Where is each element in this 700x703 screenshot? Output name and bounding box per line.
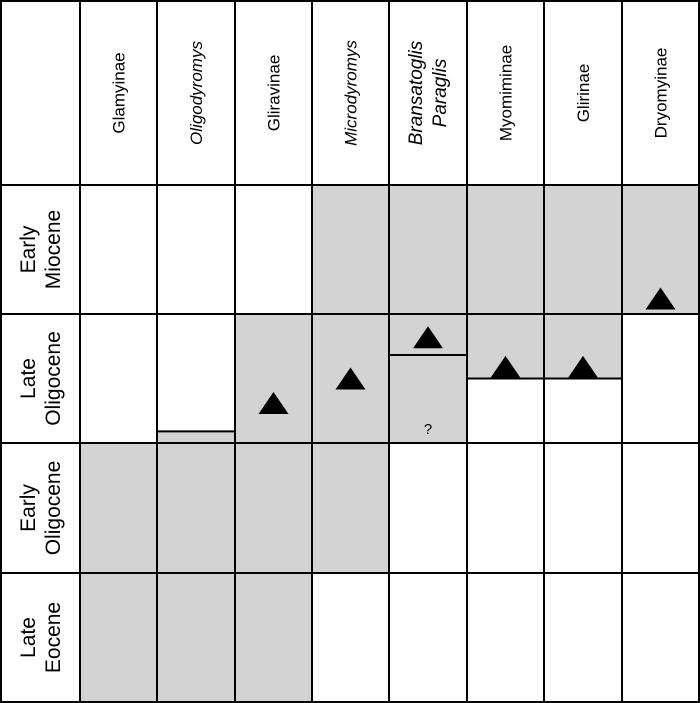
column-label-3: Gliravinae — [265, 55, 284, 132]
row-label-2: LateOligocene — [17, 331, 65, 426]
triangle-marker-1 — [258, 392, 289, 415]
uncertain-mark: ? — [424, 421, 432, 438]
row-label-3: EarlyOligocene — [17, 461, 65, 556]
triangle-marker-2 — [335, 367, 366, 390]
column-label-5: Bransatoglis Paraglis — [406, 40, 451, 145]
range-bar-6 — [467, 185, 544, 379]
range-bar-3 — [235, 314, 312, 702]
label-layer: Glamyinae Oligodyromys Gliravinae Microdyro… — [17, 40, 671, 674]
triangle-marker-3 — [413, 326, 443, 349]
column-label-4: Microdyromys — [342, 40, 361, 146]
range-bar-2 — [157, 431, 235, 702]
column-label-1: Glamyinae — [110, 52, 129, 133]
column-label-7: Glirinae — [574, 64, 593, 123]
column-label-8: Dryomyinae — [652, 48, 671, 139]
triangle-marker-4 — [490, 355, 521, 378]
column-label-2: Oligodyromys — [187, 41, 206, 145]
column-label-6: Myomiminae — [497, 45, 516, 141]
row-label-1: EarlyMiocene — [17, 210, 65, 289]
marker-layer — [258, 287, 676, 415]
range-bar-7 — [544, 185, 622, 379]
triangle-marker-5 — [568, 355, 598, 378]
row-label-4: LateEocene — [17, 602, 65, 673]
triangle-marker-6 — [645, 287, 676, 310]
